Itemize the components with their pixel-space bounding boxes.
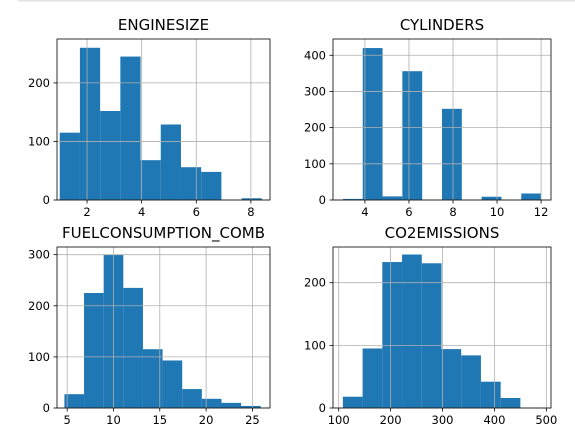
x-tick-label: 10 — [106, 413, 121, 427]
histogram-bar — [461, 355, 481, 408]
histogram-bar — [402, 71, 423, 200]
x-tick-label: 6 — [405, 205, 412, 219]
x-tick-label: 20 — [199, 413, 214, 427]
histogram-bar — [241, 405, 261, 408]
x-tick-label: 4 — [361, 205, 368, 219]
x-tick-label: 400 — [483, 413, 505, 427]
y-tick-label: 200 — [304, 121, 326, 135]
histogram-bar — [162, 360, 183, 408]
histogram-bar — [342, 198, 363, 200]
x-tick-label: 2 — [83, 205, 90, 219]
x-tick-label: 10 — [490, 205, 505, 219]
y-tick-label: 300 — [304, 84, 326, 98]
y-tick-label: 200 — [28, 299, 50, 313]
histogram-bar — [84, 293, 104, 408]
cylinders-panel: 4 6 8 10 12 0 100 200 300 400 CYLINDERS — [304, 16, 552, 219]
x-tick-label: 8 — [247, 205, 254, 219]
chart-title: CYLINDERS — [400, 16, 484, 34]
histogram-bar — [481, 196, 502, 200]
y-tick-label: 100 — [304, 157, 326, 171]
histogram-bar — [441, 349, 462, 408]
histogram-bar — [342, 396, 363, 408]
axes-frame — [332, 38, 552, 201]
x-tick-label: 15 — [152, 413, 167, 427]
histogram-bar — [442, 108, 462, 200]
histogram-bar — [500, 397, 521, 408]
y-tick-label: 100 — [28, 134, 50, 148]
y-tick-label: 300 — [28, 248, 50, 262]
x-tick-label: 200 — [380, 413, 402, 427]
histogram-bar — [123, 287, 143, 408]
histogram-bar — [362, 48, 383, 200]
x-tick-label: 100 — [328, 413, 350, 427]
x-tick-label: 5 — [64, 413, 71, 427]
y-tick-label: 0 — [319, 193, 326, 207]
histogram-bar — [402, 254, 422, 408]
axes-frame — [56, 38, 271, 201]
histogram-bar — [160, 124, 181, 200]
histogram-bar — [100, 111, 121, 200]
enginesize-panel: 2 4 6 8 0 100 200 ENGINESIZE — [28, 16, 271, 219]
histogram-bar — [382, 196, 403, 200]
histogram-bar — [221, 402, 242, 408]
histogram-bar — [480, 381, 501, 408]
y-tick-label: 400 — [304, 48, 326, 62]
y-tick-label: 0 — [43, 193, 50, 207]
chart-title: CO2EMISSIONS — [385, 224, 500, 242]
histogram-bar — [59, 132, 80, 200]
histogram-bar — [180, 167, 202, 200]
axes-frame — [56, 246, 271, 409]
x-tick-label: 8 — [449, 205, 456, 219]
histogram-bar — [521, 193, 542, 200]
y-tick-label: 200 — [28, 76, 50, 90]
x-tick-label: 300 — [432, 413, 454, 427]
histogram-bar — [182, 389, 202, 408]
histogram-bar — [64, 394, 85, 408]
axes-frame — [332, 246, 552, 409]
histogram-bar — [201, 398, 222, 408]
x-tick-label: 12 — [534, 205, 549, 219]
x-tick-label: 500 — [535, 413, 557, 427]
fuelconsumption-comb-panel: 5 10 15 20 25 0 100 200 300 FUELCONSUMPTION_COMB — [28, 224, 271, 427]
histogram-bar — [421, 263, 442, 408]
y-tick-label: 0 — [43, 401, 50, 415]
histogram-bar — [140, 160, 161, 200]
histogram-bar — [382, 262, 403, 408]
x-tick-label: 4 — [138, 205, 145, 219]
top-edge-strip — [18, 0, 575, 2]
histogram-bar — [362, 348, 383, 408]
chart-title: ENGINESIZE — [118, 16, 209, 34]
y-tick-label: 100 — [304, 338, 326, 352]
histogram-bar — [241, 198, 262, 200]
y-tick-label: 200 — [304, 276, 326, 290]
y-tick-label: 0 — [319, 401, 326, 415]
x-tick-label: 6 — [193, 205, 200, 219]
histogram-bar — [201, 171, 222, 200]
histogram-bar — [79, 47, 101, 201]
histogram-bar — [142, 349, 163, 408]
histogram-bar — [120, 56, 141, 201]
chart-title: FUELCONSUMPTION_COMB — [62, 224, 265, 243]
x-tick-label: 25 — [245, 413, 260, 427]
y-tick-label: 100 — [28, 350, 50, 364]
